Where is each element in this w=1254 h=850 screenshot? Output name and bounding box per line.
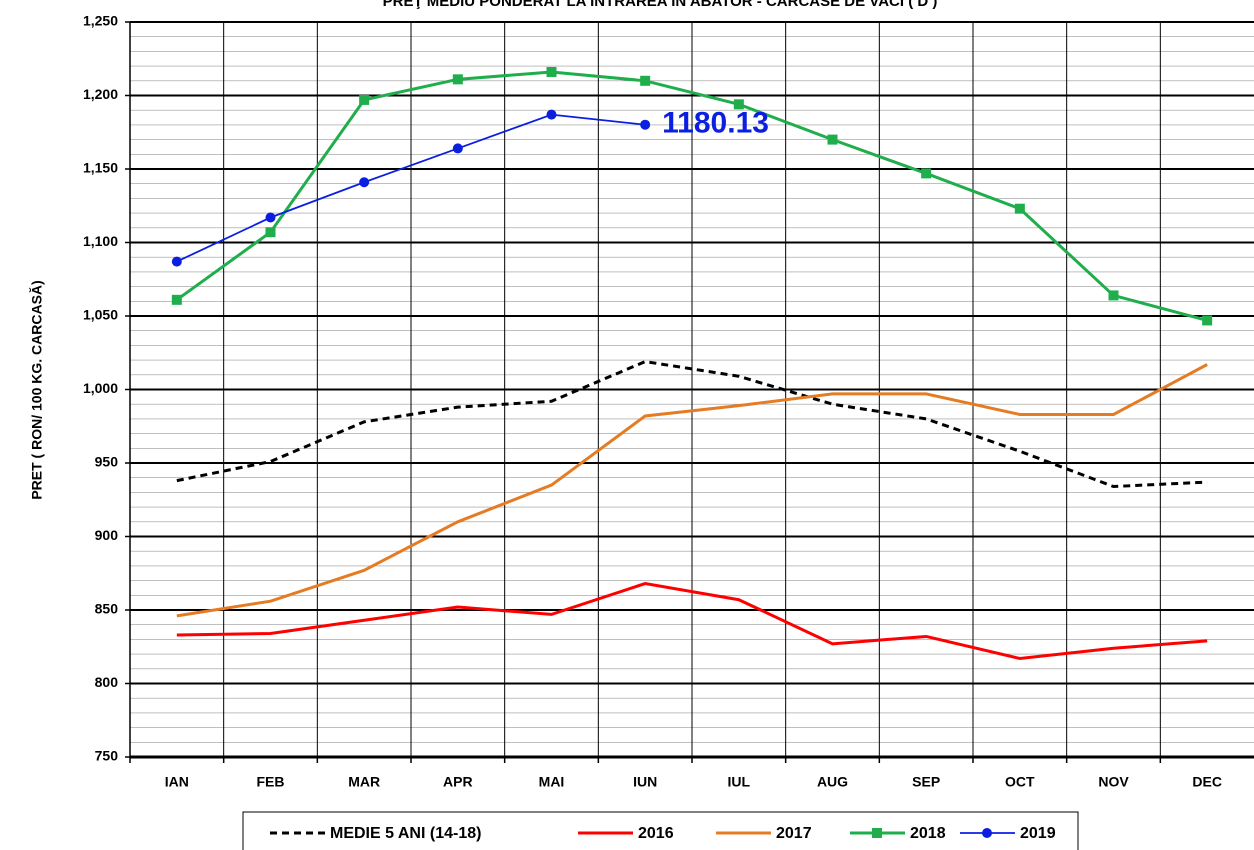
x-tick-label: MAR — [348, 774, 380, 790]
marker — [546, 109, 557, 120]
y-tick-label: 1,200 — [83, 86, 118, 102]
x-tick-label: SEP — [912, 774, 940, 790]
y-axis-label: PRET ( RON/ 100 KG. CARCASĂ) — [29, 280, 45, 499]
legend-marker — [872, 828, 882, 838]
legend-label: 2018 — [910, 825, 946, 842]
y-tick-label: 1,150 — [83, 160, 118, 176]
legend-label: 2019 — [1020, 825, 1056, 842]
x-tick-label: IUL — [728, 774, 751, 790]
y-tick-label: 1,250 — [83, 13, 118, 29]
series-line — [175, 70, 1208, 322]
series-line — [176, 363, 1208, 618]
x-tick-label: AUG — [817, 774, 848, 790]
marker — [452, 74, 463, 85]
legend-label: 2017 — [776, 825, 812, 842]
x-tick-label: DEC — [1192, 774, 1222, 790]
marker — [1202, 315, 1213, 326]
x-tick-label: NOV — [1098, 774, 1129, 790]
series-line — [176, 360, 1208, 489]
x-tick-label: OCT — [1005, 774, 1035, 790]
marker — [1108, 290, 1119, 301]
marker — [1014, 203, 1025, 214]
marker — [640, 119, 651, 130]
series-line — [176, 581, 1208, 661]
marker — [452, 143, 463, 154]
x-tick-label: IUN — [633, 774, 657, 790]
y-tick-label: 800 — [95, 674, 119, 690]
y-tick-label: 750 — [95, 748, 119, 764]
marker — [171, 294, 182, 305]
marker — [265, 227, 276, 238]
y-tick-label: 850 — [95, 601, 119, 617]
series-line — [176, 113, 646, 263]
data-label: 1180.13 — [662, 107, 769, 140]
y-tick-label: 1,000 — [83, 380, 118, 396]
marker — [921, 168, 932, 179]
chart-title: PREŢ MEDIU PONDERAT LA INTRAREA ÎN ABATO… — [383, 0, 938, 10]
marker — [640, 75, 651, 86]
x-tick-label: IAN — [165, 774, 189, 790]
legend-box — [242, 811, 1079, 850]
legend-label: MEDIE 5 ANI (14-18) — [330, 825, 481, 842]
marker — [359, 177, 370, 188]
y-tick-label: 950 — [95, 454, 119, 470]
x-tick-label: FEB — [257, 774, 285, 790]
marker — [827, 134, 838, 145]
legend-label: 2016 — [638, 825, 674, 842]
y-tick-label: 1,050 — [83, 307, 118, 323]
marker — [733, 99, 744, 110]
x-tick-label: APR — [443, 774, 473, 790]
marker — [546, 66, 557, 77]
marker — [171, 256, 182, 267]
x-tick-label: MAI — [539, 774, 565, 790]
legend-marker — [982, 828, 992, 838]
marker — [359, 94, 370, 105]
y-tick-label: 900 — [95, 527, 119, 543]
marker — [265, 212, 276, 223]
y-tick-label: 1,100 — [83, 233, 118, 249]
